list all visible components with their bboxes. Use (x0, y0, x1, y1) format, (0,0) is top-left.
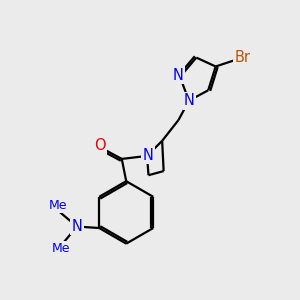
Text: N: N (173, 68, 184, 83)
Text: Me: Me (51, 242, 70, 255)
Text: N: N (71, 219, 82, 234)
Text: N: N (184, 93, 195, 108)
Text: Me: Me (48, 199, 67, 212)
Text: N: N (142, 148, 153, 163)
Text: Br: Br (234, 50, 250, 65)
Text: O: O (94, 138, 105, 153)
